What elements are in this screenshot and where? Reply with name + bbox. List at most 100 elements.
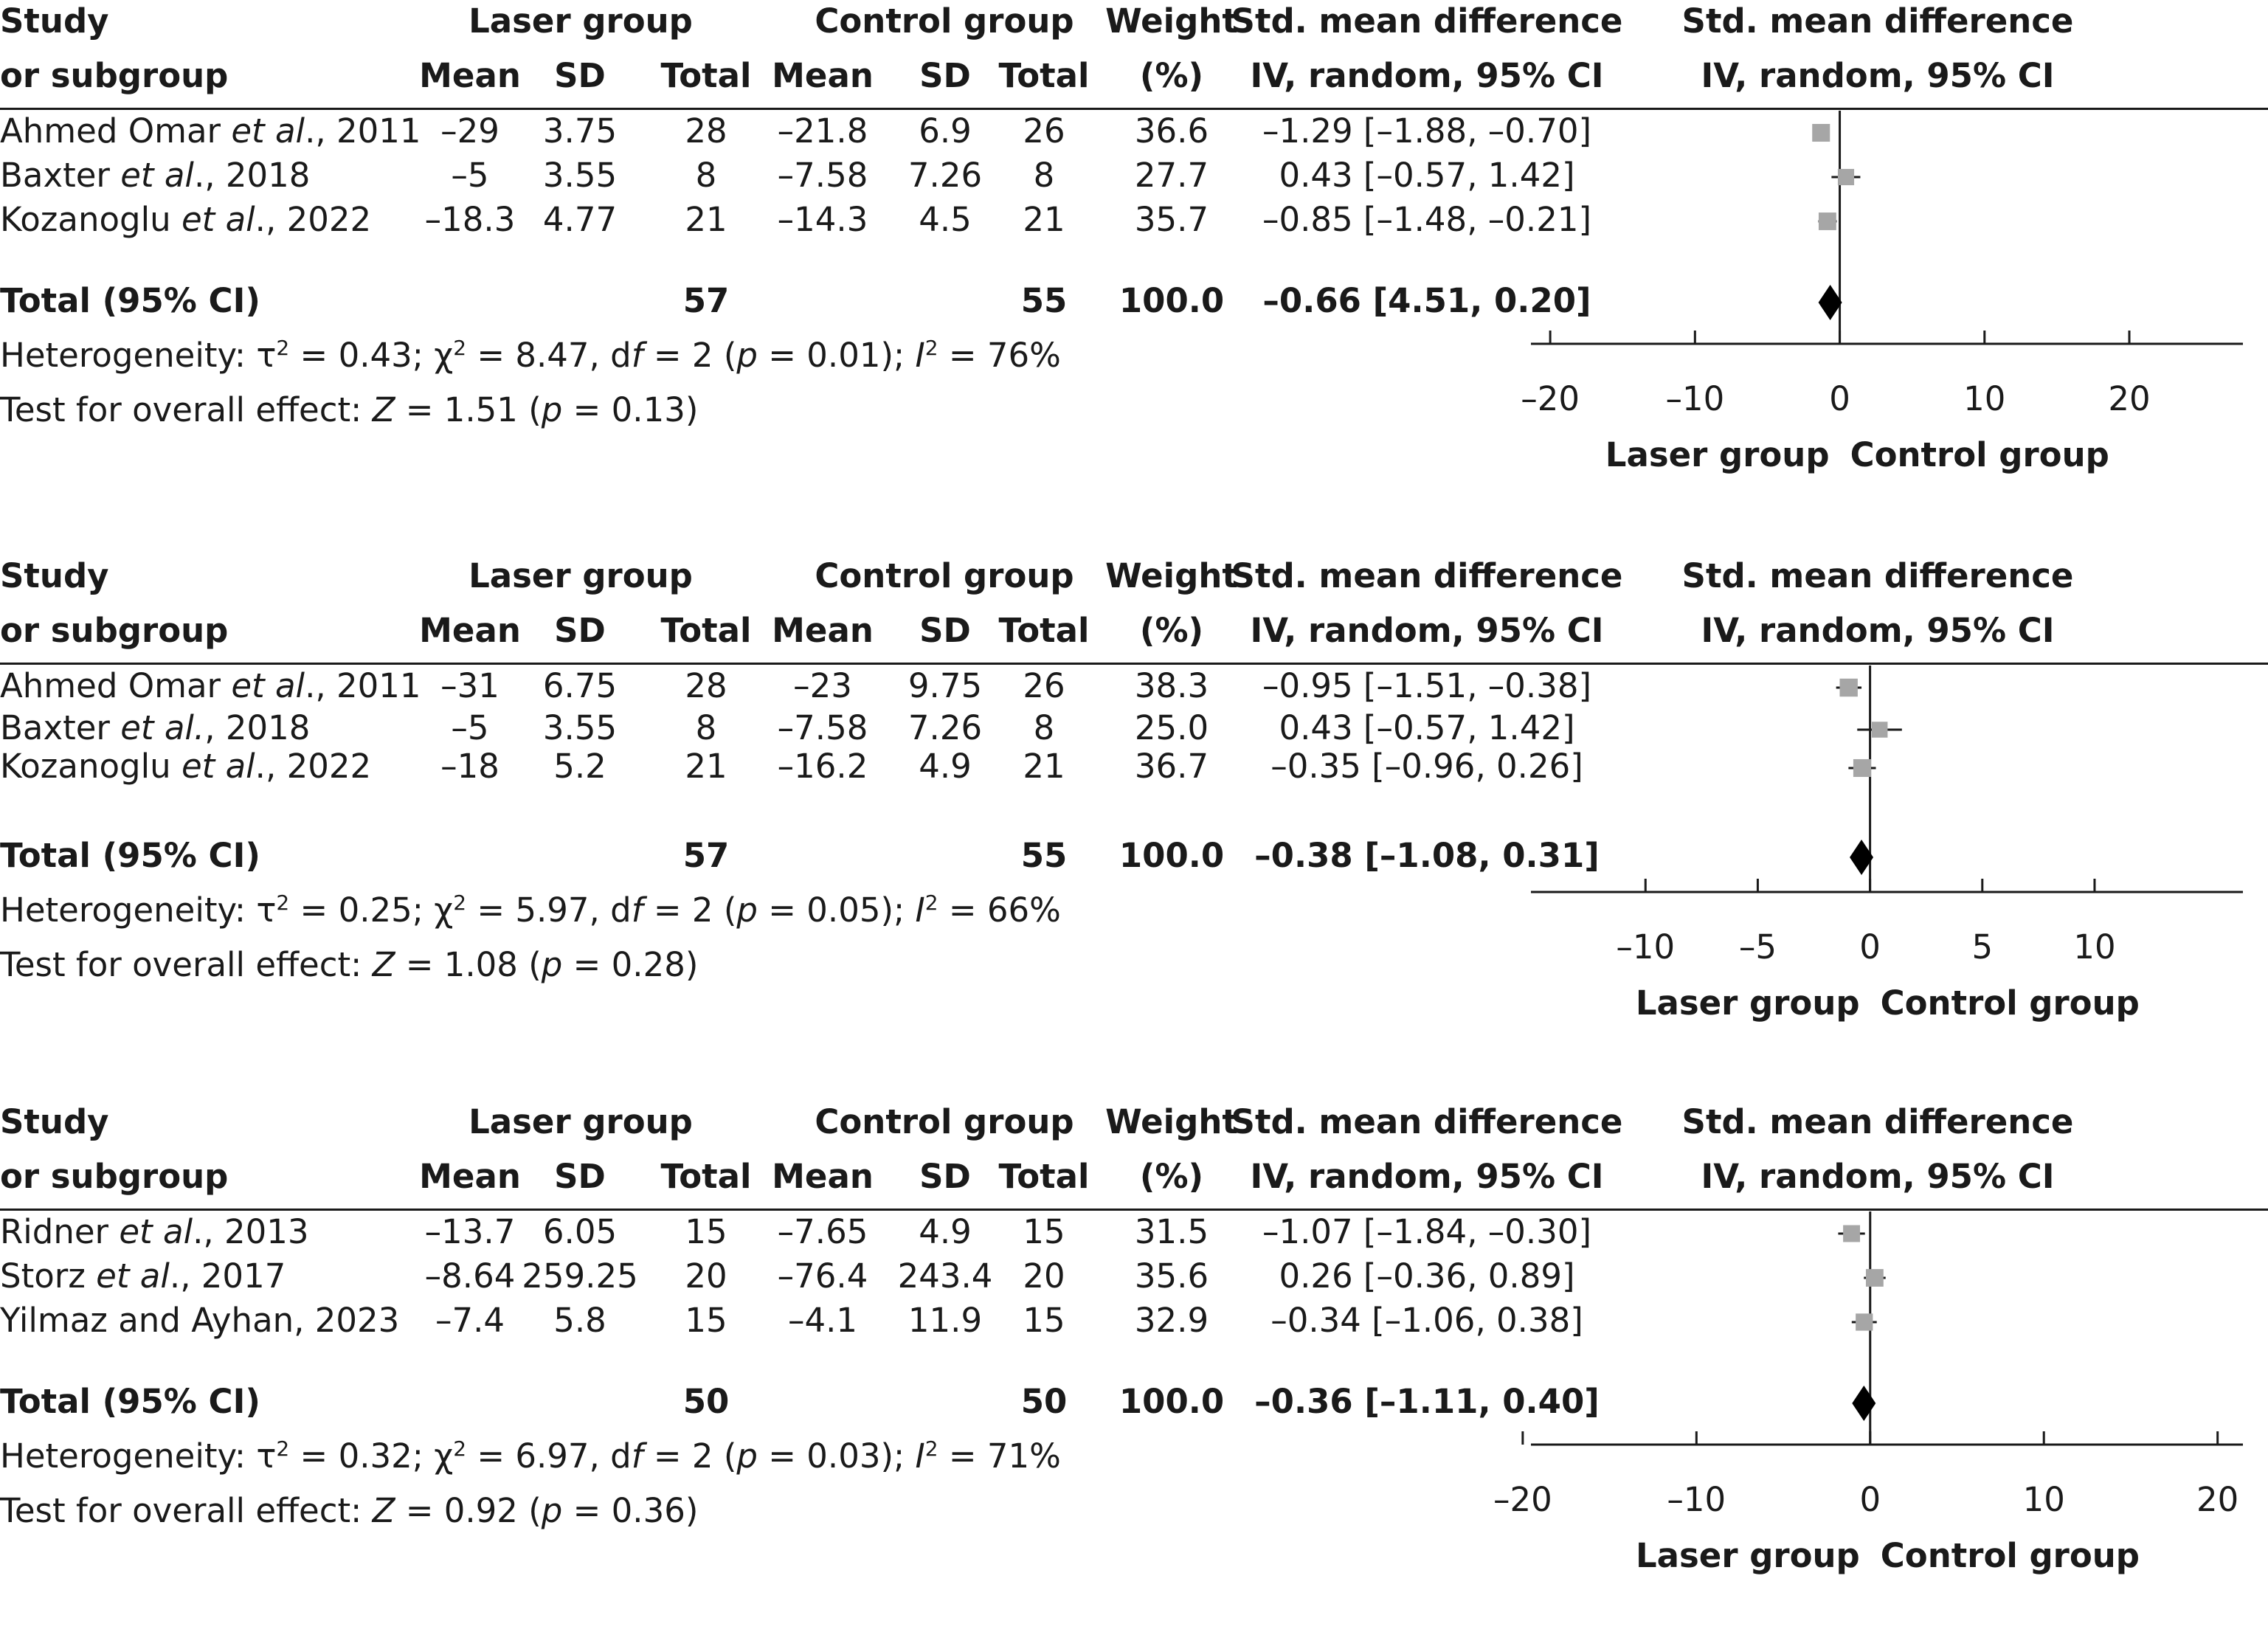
x-tick-label: 10 (2022, 1480, 2065, 1519)
control-mean: –16.2 (777, 747, 868, 786)
laser-total: 15 (685, 1212, 727, 1251)
header-laser-total: Total (660, 611, 752, 650)
header-control-group: Control group (815, 1102, 1074, 1141)
study-name: Yilmaz and Ayhan, 2023 (0, 1304, 399, 1337)
control-total: 20 (1023, 1256, 1065, 1296)
laser-mean: –5 (451, 708, 489, 747)
header-smd-method: IV, random, 95% CI (1250, 611, 1604, 650)
study-author: Storz (0, 1256, 97, 1296)
study-effect-square (1871, 722, 1888, 738)
study-smd-ci: –1.29 [–1.88, –0.70] (1262, 111, 1592, 151)
het-i-exp: 2 (924, 1436, 938, 1461)
overall-mid: = 0.92 ( (395, 1491, 542, 1530)
study-smd-ci: 0.26 [–0.36, 0.89] (1279, 1256, 1575, 1296)
het-tau-exp: 2 (276, 336, 290, 360)
favours-control-label: Control group (1880, 1536, 2140, 1575)
laser-mean: –18.3 (424, 200, 516, 239)
total-weight: 100.0 (1119, 836, 1225, 875)
header-weight-unit: (%) (1139, 611, 1204, 650)
study-weight: 31.5 (1134, 1212, 1209, 1251)
laser-sd: 5.2 (553, 747, 606, 786)
header-control-total: Total (998, 1157, 1090, 1196)
study-name: Storz et al., 2017 (0, 1259, 286, 1293)
het-i-exp: 2 (924, 891, 938, 915)
study-etal: et al (119, 1212, 193, 1251)
study-etal: et al (231, 666, 305, 705)
total-label: Total (95% CI) (0, 836, 260, 875)
study-author: Baxter (0, 708, 121, 747)
header-smd: Std. mean difference (1231, 556, 1623, 595)
het-chi-exp: 2 (453, 336, 467, 360)
study-author: Baxter (0, 156, 121, 195)
x-tick-label: 0 (1829, 379, 1850, 418)
total-laser-n: 50 (682, 1382, 730, 1421)
header-weight: Weight (1105, 1102, 1238, 1141)
het-mid4: = 0.05); (757, 891, 916, 930)
het-tau-exp: 2 (276, 1436, 290, 1461)
study-name: Ahmed Omar et al., 2011 (0, 669, 421, 702)
header-laser-group: Laser group (469, 556, 693, 595)
het-i: I (915, 336, 925, 375)
het-i: I (915, 1436, 925, 1476)
study-effect-square (1818, 212, 1836, 230)
laser-sd: 5.8 (553, 1301, 606, 1340)
heterogeneity-text: Heterogeneity: τ2 = 0.25; χ2 = 5.97, df … (0, 893, 1061, 927)
study-effect-square (1837, 168, 1855, 186)
overall-tail: = 0.28) (562, 945, 699, 984)
header-smd: Std. mean difference (1231, 1102, 1623, 1141)
study-weight: 38.3 (1134, 666, 1209, 705)
header-control-mean: Mean (772, 1157, 874, 1196)
header-plot-method: IV, random, 95% CI (1701, 611, 2055, 650)
het-df: f (631, 1436, 643, 1476)
forest-panel-2: Study or subgroup Laser group Control group… (0, 555, 2268, 1086)
laser-sd: 6.05 (542, 1212, 618, 1251)
het-chi-exp: 2 (453, 891, 467, 915)
overall-lead: Test for overall effect: (0, 945, 373, 984)
study-author: Ahmed Omar (0, 111, 232, 151)
control-sd: 11.9 (907, 1301, 983, 1340)
laser-mean: –29 (440, 111, 499, 151)
study-weight: 35.6 (1134, 1256, 1209, 1296)
favours-laser-label: Laser group (1635, 1536, 1860, 1575)
het-mid4: = 0.03); (757, 1436, 916, 1476)
het-mid1: = 0.32; χ (289, 1436, 454, 1476)
het-tau-exp: 2 (276, 891, 290, 915)
total-control-n: 55 (1020, 836, 1068, 875)
het-p: p (736, 336, 758, 375)
het-tail: = 76% (938, 336, 1061, 375)
x-tick-label: –20 (1493, 1480, 1552, 1519)
study-year: ., 2013 (193, 1212, 309, 1251)
laser-mean: –5 (451, 156, 489, 195)
control-mean: –7.58 (777, 156, 868, 195)
x-tick-label: –10 (1616, 927, 1676, 967)
het-mid4: = 0.01); (757, 336, 916, 375)
total-smd-ci: –0.36 [–1.11, 0.40] (1254, 1382, 1600, 1421)
header-laser-mean: Mean (419, 56, 521, 95)
laser-total: 8 (695, 156, 717, 195)
het-lead: Heterogeneity: τ (0, 336, 277, 375)
x-tick-label: 10 (2073, 927, 2116, 967)
x-tick-label: 0 (1859, 1480, 1881, 1519)
overall-effect-text: Test for overall effect: Z = 1.08 (p = 0… (0, 948, 698, 981)
study-author: Kozanoglu (0, 200, 181, 239)
x-tick-label: 0 (1859, 927, 1881, 967)
study-author: Ridner (0, 1212, 120, 1251)
x-tick-label: 5 (1971, 927, 1994, 967)
header-smd-method: IV, random, 95% CI (1250, 1157, 1604, 1196)
het-mid1: = 0.43; χ (289, 336, 454, 375)
header-plot-smd: Std. mean difference (1681, 556, 2074, 595)
control-mean: –4.1 (787, 1301, 858, 1340)
study-year: ., 2011 (305, 666, 421, 705)
laser-sd: 3.75 (542, 111, 618, 151)
header-weight: Weight (1105, 556, 1238, 595)
pooled-effect-diamond (1852, 1386, 1876, 1421)
laser-mean: –18 (440, 747, 499, 786)
header-study: Study (0, 1, 109, 41)
study-effect-square (1812, 123, 1830, 142)
study-year: ., 2022 (255, 200, 372, 239)
study-effect-square (1839, 678, 1858, 697)
control-mean: –14.3 (777, 200, 868, 239)
pooled-effect-diamond (1850, 840, 1874, 875)
total-control-n: 50 (1020, 1382, 1068, 1421)
study-smd-ci: 0.43 [–0.57, 1.42] (1279, 708, 1575, 747)
